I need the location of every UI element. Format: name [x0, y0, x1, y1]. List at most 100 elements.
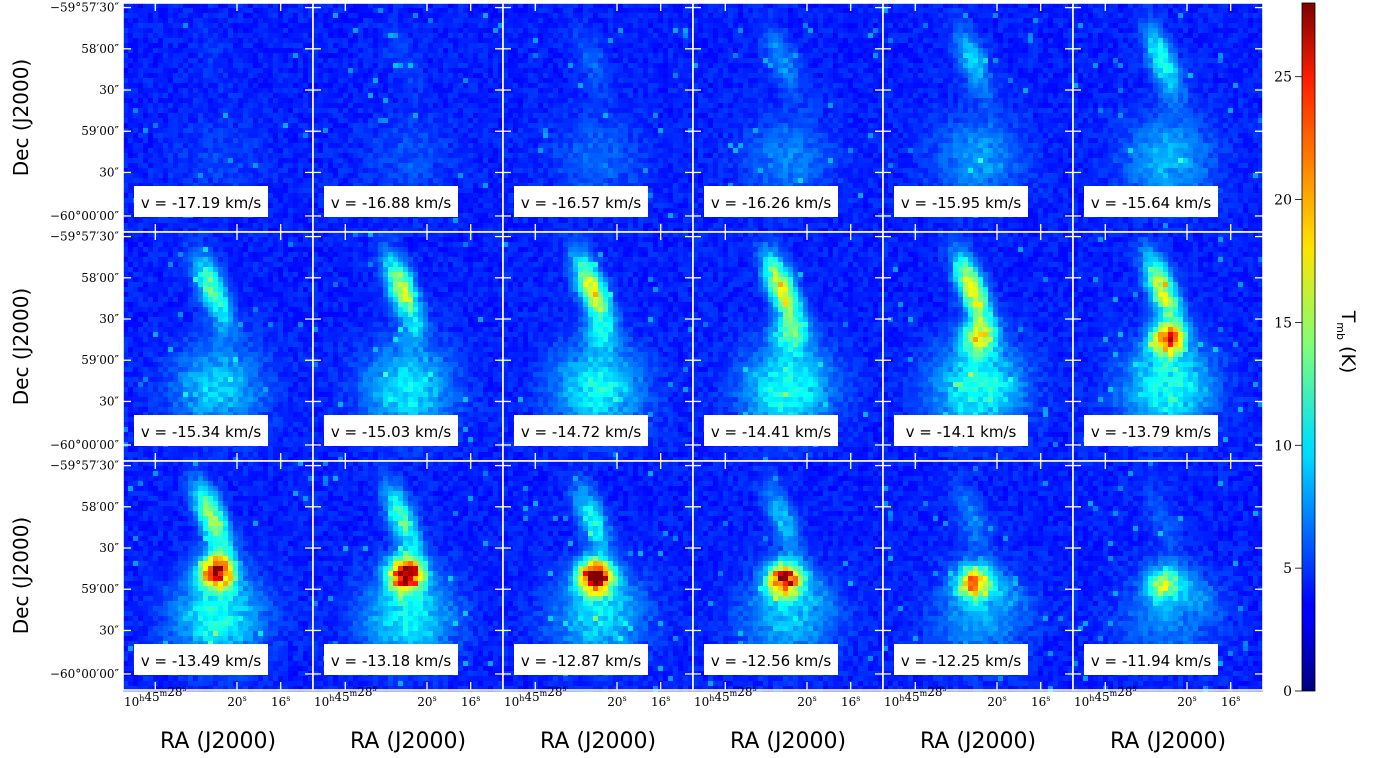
panel-frame — [1072, 460, 1264, 691]
velocity-label-text: v = -15.64 km/s — [1091, 194, 1211, 212]
x-tick-label: 10h45m28s — [694, 684, 757, 709]
colorbar-gradient — [1301, 2, 1316, 692]
panel-heatmap — [1073, 461, 1264, 692]
y-axis-label: Dec (J2000) — [9, 59, 33, 176]
panel-ticks — [123, 232, 313, 461]
y-axis-labels-layer: Dec (J2000) −59°57′30″ 58′00″ 30″ 59′00″ 30″ −… — [9, 1, 120, 681]
colorbar-tick-label: 0 — [1283, 684, 1292, 700]
panel-ticks — [313, 3, 503, 232]
velocity-label: v = -16.26 km/s — [704, 186, 838, 217]
velocity-label-text: v = -12.56 km/s — [711, 652, 831, 670]
velocity-label-text: v = -12.87 km/s — [521, 652, 641, 670]
channel-panel: v = -13.18 km/s — [312, 460, 504, 692]
channel-panel: v = -15.64 km/s — [1072, 2, 1264, 234]
channel-panel: v = -13.79 km/s — [1072, 231, 1264, 463]
y-tick-label: −59°57′30″ — [50, 1, 120, 15]
channel-panel: v = -15.03 km/s — [312, 231, 504, 463]
panel-ticks — [1073, 232, 1263, 461]
velocity-label-text: v = -14.41 km/s — [711, 423, 831, 441]
velocity-label: v = -17.19 km/s — [134, 186, 268, 217]
velocity-label: v = -16.57 km/s — [514, 186, 648, 217]
channel-panel: v = -15.34 km/s — [122, 231, 314, 463]
x-tick-label: 20s — [227, 694, 246, 709]
y-tick-label: 30″ — [99, 165, 119, 179]
velocity-label-text: v = -16.88 km/s — [331, 194, 451, 212]
velocity-label: v = -15.03 km/s — [324, 415, 458, 446]
x-tick-label: 16s — [1031, 694, 1050, 709]
velocity-label: v = -14.72 km/s — [514, 415, 648, 446]
panel-ticks — [123, 3, 313, 232]
velocity-label: v = -15.34 km/s — [134, 415, 268, 446]
velocity-label: v = -12.56 km/s — [704, 644, 838, 675]
panel-ticks — [1073, 3, 1263, 232]
y-axis-label: Dec (J2000) — [9, 288, 33, 405]
channel-panel: v = -14.41 km/s — [692, 231, 884, 463]
y-tick-label: −59°57′30″ — [50, 230, 120, 244]
panel-ticks — [313, 461, 503, 690]
x-axis-labels-layer: 10h45m28s 20s 16s RA (J2000) 10h45m28s 20s 16s… — [124, 684, 1240, 754]
panel-ticks — [1073, 461, 1263, 690]
x-axis-label: RA (J2000) — [920, 729, 1036, 754]
velocity-label-text: v = -12.25 km/s — [901, 652, 1021, 670]
velocity-label: v = -13.18 km/s — [324, 644, 458, 675]
velocity-label: v = -15.64 km/s — [1084, 186, 1218, 217]
y-tick-label: −60°00′00″ — [50, 438, 120, 452]
x-axis-label: RA (J2000) — [160, 729, 276, 754]
y-tick-label: 30″ — [99, 623, 119, 637]
channel-panel: v = -14.72 km/s — [502, 231, 694, 463]
x-tick-label: 16s — [1221, 694, 1240, 709]
channel-panel: v = -12.87 km/s — [502, 460, 694, 692]
channel-panel: v = -12.56 km/s — [692, 460, 884, 692]
x-tick-label: 10h45m28s — [124, 684, 187, 709]
y-tick-label: 58′00″ — [81, 42, 119, 56]
x-tick-label: 20s — [607, 694, 626, 709]
y-tick-label: 30″ — [99, 83, 119, 97]
x-tick-label: 20s — [1177, 694, 1196, 709]
velocity-label: v = -16.88 km/s — [324, 186, 458, 217]
channel-panel: v = -17.19 km/s — [122, 2, 314, 234]
velocity-label: v = -13.49 km/s — [134, 644, 268, 675]
x-tick-label: 16s — [651, 694, 670, 709]
x-tick-label: 16s — [461, 694, 480, 709]
panel-heatmap — [883, 461, 1074, 692]
x-tick-label: 10h45m28s — [314, 684, 377, 709]
x-tick-label: 20s — [417, 694, 436, 709]
panel-heatmap — [503, 3, 694, 234]
velocity-label: v = -13.79 km/s — [1084, 415, 1218, 446]
y-tick-label: 59′00″ — [81, 124, 119, 138]
colorbar-tick-label: 25 — [1274, 70, 1292, 86]
x-tick-label: 16s — [271, 694, 290, 709]
y-tick-label: 30″ — [99, 541, 119, 555]
channel-panel: v = -15.95 km/s — [882, 2, 1074, 234]
panel-ticks — [693, 461, 883, 690]
panel-heatmap — [693, 3, 884, 234]
velocity-label: v = -14.1 km/s — [894, 415, 1028, 446]
panel-ticks — [883, 461, 1073, 690]
velocity-label-text: v = -13.18 km/s — [331, 652, 451, 670]
y-tick-label: −60°00′00″ — [50, 667, 120, 681]
panels-layer: v = -17.19 km/s v = -16.88 km/s v = -16.57… — [122, 2, 1264, 692]
velocity-label: v = -15.95 km/s — [894, 186, 1028, 217]
colorbar-tick-label: 15 — [1274, 315, 1292, 331]
channel-panel: v = -11.94 km/s — [1072, 460, 1264, 692]
velocity-label: v = -12.25 km/s — [894, 644, 1028, 675]
y-tick-label: 59′00″ — [81, 353, 119, 367]
y-axis-label: Dec (J2000) — [9, 517, 33, 634]
y-tick-label: −60°00′00″ — [50, 209, 120, 223]
x-axis-label: RA (J2000) — [350, 729, 466, 754]
panel-ticks — [503, 3, 693, 232]
x-axis-label: RA (J2000) — [1110, 729, 1226, 754]
panel-ticks — [883, 3, 1073, 232]
channel-panel: v = -13.49 km/s — [122, 460, 314, 692]
velocity-label: v = -11.94 km/s — [1084, 644, 1218, 675]
velocity-label-text: v = -14.1 km/s — [906, 423, 1017, 441]
panel-ticks — [693, 232, 883, 461]
panel-heatmap — [693, 461, 884, 692]
panel-ticks — [693, 3, 883, 232]
velocity-label-text: v = -15.95 km/s — [901, 194, 1021, 212]
x-axis-label: RA (J2000) — [730, 729, 846, 754]
panel-ticks — [123, 461, 313, 690]
velocity-label: v = -12.87 km/s — [514, 644, 648, 675]
velocity-label-text: v = -14.72 km/s — [521, 423, 641, 441]
